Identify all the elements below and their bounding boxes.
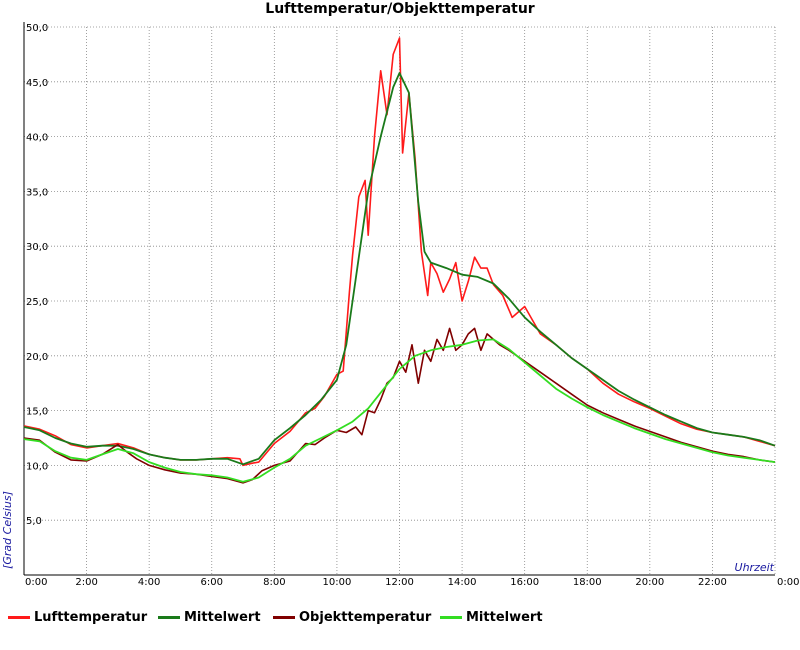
legend: Lufttemperatur Mittelwert Objekttemperatur…: [8, 608, 788, 628]
x-axis-label: Uhrzeit: [735, 561, 775, 574]
grid: [24, 26, 776, 575]
x-tick-label: 0:00: [25, 577, 47, 588]
y-tick-label: 25,0: [26, 297, 48, 308]
series-line-4: [23, 338, 776, 483]
y-axis-label: [Grad Celsius]: [1, 491, 14, 569]
x-tick-label: 22:00: [698, 577, 727, 588]
y-tick-label: 40,0: [26, 133, 48, 144]
x-tick-label: 12:00: [385, 577, 414, 588]
x-tick-label: 2:00: [75, 577, 97, 588]
legend-item-1: Lufttemperatur: [8, 608, 147, 626]
legend-item-4: Mittelwert: [440, 608, 543, 626]
legend-swatch: [273, 615, 295, 619]
line-chart: Lufttemperatur/Objekttemperatur 5,0 10,0 1…: [1, 1, 799, 588]
x-tick-label: 0:00: [777, 577, 799, 588]
y-tick-label: 30,0: [26, 242, 48, 253]
y-tick-label: 15,0: [26, 407, 48, 418]
legend-item-3: Objekttemperatur: [273, 608, 431, 626]
axes: [23, 22, 775, 576]
legend-label: Objekttemperatur: [299, 609, 432, 625]
y-tick-label: 20,0: [26, 352, 48, 363]
x-tick-label: 6:00: [201, 577, 223, 588]
chart-title: Lufttemperatur/Objekttemperatur: [265, 1, 535, 17]
tick-labels: 5,0 10,0 15,0 20,0 25,0 30,0 35,0 40,0 45,0 50,0 0…: [25, 23, 799, 588]
x-tick-label: 14:00: [448, 577, 477, 588]
y-tick-label: 45,0: [26, 78, 48, 89]
legend-swatch: [440, 615, 462, 619]
series-line-3: [23, 327, 776, 484]
y-tick-label: 50,0: [26, 23, 48, 34]
legend-item-2: Mittelwert: [158, 608, 261, 626]
x-tick-label: 4:00: [138, 577, 160, 588]
series-line-2: [23, 72, 776, 466]
x-tick-label: 10:00: [323, 577, 352, 588]
y-tick-label: 5,0: [26, 516, 42, 527]
y-tick-label: 35,0: [26, 187, 48, 198]
x-tick-label: 8:00: [263, 577, 285, 588]
legend-label: Mittelwert: [184, 609, 261, 625]
y-tick-label: 10,0: [26, 461, 48, 472]
series-group: [23, 37, 776, 484]
legend-swatch: [8, 615, 30, 619]
x-tick-label: 20:00: [635, 577, 664, 588]
legend-label: Lufttemperatur: [34, 609, 148, 625]
legend-label: Mittelwert: [466, 609, 543, 625]
x-tick-label: 18:00: [573, 577, 602, 588]
legend-swatch: [158, 615, 180, 619]
x-tick-label: 16:00: [510, 577, 539, 588]
